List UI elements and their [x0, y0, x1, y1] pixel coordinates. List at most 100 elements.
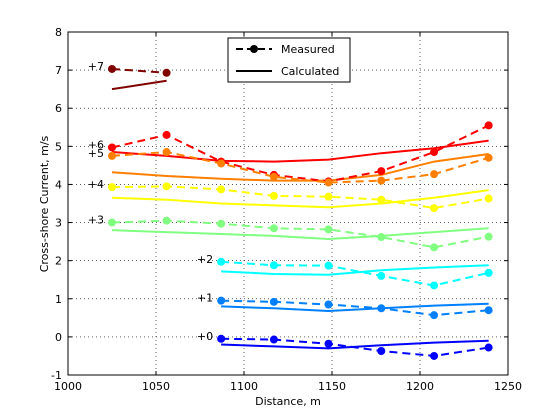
measured-point-plus5: [324, 178, 333, 187]
series-labels: +7 +6+5 +4 +3 +2 +1 +0: [88, 60, 213, 343]
legend-box: [227, 37, 351, 83]
measured-point-plus7: [162, 68, 171, 77]
calculated-line-plus4: [111, 189, 489, 209]
y-tick-label: 3: [55, 217, 62, 230]
measured-point-plus1: [217, 296, 226, 305]
plot-area: [68, 32, 508, 375]
measured-point-plus5: [162, 148, 171, 157]
measured-point-plus1: [430, 311, 439, 320]
measured-point-plus0: [269, 335, 278, 344]
measured-point-plus4: [484, 194, 493, 203]
series-label-plus2: +2: [197, 253, 213, 266]
measured-point-plus6: [162, 130, 171, 139]
measured-point-plus2: [324, 261, 333, 270]
legend-calculated-label: Calculated: [281, 65, 339, 78]
measured-point-plus1: [269, 297, 278, 306]
measured-point-plus4: [217, 185, 226, 194]
measured-point-plus4: [162, 182, 171, 191]
measured-point-plus2: [430, 281, 439, 290]
measured-point-plus6: [484, 121, 493, 130]
measured-point-plus2: [484, 268, 493, 277]
measured-line-plus4: [111, 185, 489, 210]
measured-point-plus7: [108, 64, 116, 73]
measured-point-plus5: [108, 151, 116, 160]
calculated-line-plus1: [221, 302, 489, 312]
calculated-line-plus5: [111, 152, 489, 182]
measured-point-plus1: [377, 304, 386, 313]
measured-point-plus6: [108, 143, 116, 152]
y-tick-label: 1: [55, 293, 62, 306]
y-tick-label: 8: [55, 26, 62, 39]
measured-point-plus2: [269, 261, 278, 270]
measured-point-plus3: [324, 225, 333, 234]
measured-line-plus1: [221, 299, 489, 317]
y-tick-label: 5: [55, 140, 62, 153]
measured-point-plus4: [269, 191, 278, 200]
calculated-line-plus6: [111, 139, 489, 163]
y-tick-label: 6: [55, 102, 62, 115]
x-tick-label: 1000: [54, 380, 82, 393]
measured-point-plus1: [324, 300, 333, 309]
series-label-plus7: +7: [88, 60, 104, 73]
measured-line-plus0: [221, 337, 489, 357]
x-tick-label: 1100: [230, 380, 258, 393]
y-tick-label: -1: [51, 369, 62, 382]
measured-point-plus2: [217, 257, 226, 266]
axes-box: [67, 31, 509, 376]
series-label-plus3: +3: [88, 214, 104, 227]
measured-point-plus3: [430, 243, 439, 252]
calculated-line-plus2: [221, 264, 489, 276]
measured-series-group: [108, 64, 493, 360]
measured-point-plus4: [377, 195, 386, 204]
legend: Measured Calculated: [227, 37, 351, 83]
measured-point-plus0: [377, 346, 386, 355]
y-tick-label: 2: [55, 255, 62, 268]
x-tick-label: 1150: [318, 380, 346, 393]
legend-measured-label: Measured: [281, 43, 335, 56]
measured-line-plus6: [111, 124, 490, 183]
measured-point-plus3: [269, 224, 278, 233]
y-axis-ticks: -1 0 1 2 3 4 5 6 7 8: [51, 26, 508, 382]
measured-point-plus3: [162, 216, 171, 225]
measured-point-plus6: [430, 148, 439, 157]
measured-point-plus4: [108, 183, 116, 192]
measured-point-plus0: [430, 351, 439, 360]
series-label-plus0: +0: [197, 330, 213, 343]
x-axis-label: Distance, m: [255, 395, 321, 408]
measured-line-plus5: [111, 151, 489, 184]
measured-point-plus5: [269, 172, 278, 181]
series-label-plus4: +4: [88, 178, 104, 191]
measured-point-plus3: [108, 218, 116, 227]
y-tick-label: 4: [55, 178, 62, 191]
measured-point-plus0: [484, 343, 493, 352]
measured-point-plus0: [217, 334, 226, 343]
measured-point-plus5: [377, 176, 386, 185]
measured-point-plus5: [430, 170, 439, 179]
series-label-plus1: +1: [197, 292, 213, 305]
measured-point-plus3: [484, 232, 493, 241]
legend-measured-marker: [250, 45, 258, 53]
x-tick-label: 1200: [406, 380, 434, 393]
series-label-plus5: +5: [88, 147, 104, 160]
measured-point-plus3: [377, 233, 386, 242]
measured-point-plus2: [377, 271, 386, 280]
calculated-line-plus3: [111, 227, 489, 240]
y-tick-label: 0: [55, 331, 62, 344]
series-label-plus6: +6: [88, 138, 104, 151]
measured-point-plus5: [217, 159, 226, 168]
measured-point-plus3: [217, 219, 226, 228]
measured-point-plus4: [324, 192, 333, 201]
measured-point-plus6: [377, 167, 386, 176]
measured-point-plus5: [484, 153, 493, 162]
measured-line-plus7: [111, 67, 167, 74]
x-tick-label: 1250: [494, 380, 522, 393]
x-tick-label: 1050: [142, 380, 170, 393]
y-axis-label: Cross-shore Current, m/s: [38, 135, 51, 272]
measured-point-plus0: [324, 339, 333, 348]
measured-line-plus2: [221, 260, 489, 287]
measured-point-plus1: [484, 306, 493, 315]
calculated-line-plus7: [111, 79, 167, 91]
measured-line-plus3: [111, 219, 489, 249]
measured-point-plus4: [430, 204, 439, 213]
